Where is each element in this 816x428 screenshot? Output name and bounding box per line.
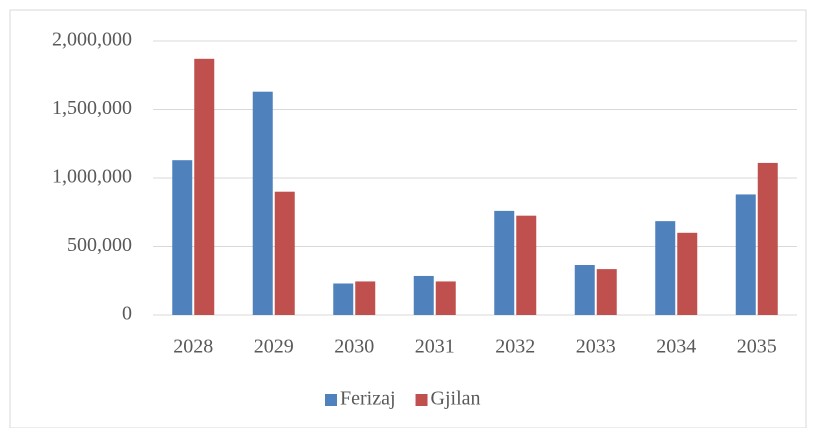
y-tick-label: 1,000,000 <box>52 166 132 188</box>
x-tick-label: 2035 <box>737 336 777 358</box>
bar <box>355 281 376 315</box>
bar <box>677 232 698 315</box>
legend-swatch <box>325 394 337 406</box>
bar <box>596 269 617 315</box>
bar <box>172 160 193 315</box>
y-tick-label: 0 <box>122 303 132 325</box>
x-tick-label: 2028 <box>173 336 213 358</box>
bar <box>435 281 456 315</box>
x-tick-label: 2033 <box>576 336 616 358</box>
legend-swatch <box>415 394 428 406</box>
y-tick-label: 500,000 <box>67 234 132 256</box>
legend-label: Ferizaj <box>340 388 396 410</box>
legend-label: Gjilan <box>431 388 481 410</box>
bar <box>574 264 595 315</box>
x-tick-label: 2030 <box>334 336 374 358</box>
bar <box>735 194 756 315</box>
x-tick-label: 2034 <box>656 336 696 358</box>
bar <box>494 210 515 315</box>
bar <box>274 191 295 315</box>
bar <box>516 215 537 315</box>
bar <box>252 91 273 315</box>
bar <box>333 283 354 315</box>
y-tick-label: 1,500,000 <box>52 97 132 119</box>
y-tick-label: 2,000,000 <box>52 29 132 51</box>
chart-frame <box>9 9 807 428</box>
x-tick-label: 2029 <box>254 336 294 358</box>
bar <box>655 221 676 315</box>
bar <box>194 58 215 316</box>
x-tick-label: 2032 <box>495 336 535 358</box>
x-tick-label: 2031 <box>415 336 455 358</box>
bar <box>757 162 778 315</box>
bar <box>413 275 434 315</box>
